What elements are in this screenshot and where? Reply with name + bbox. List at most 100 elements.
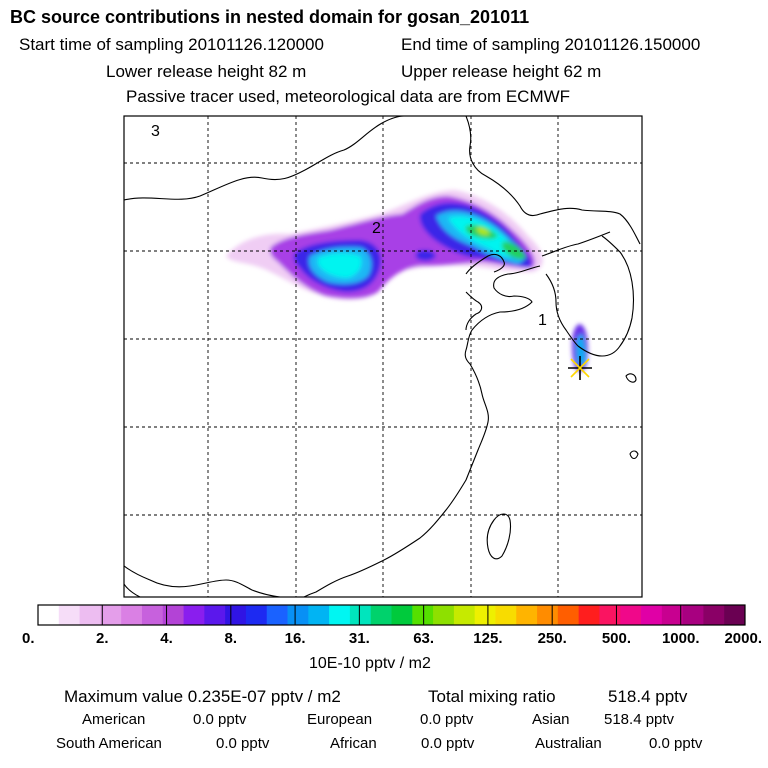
upper-release-height: Upper release height 62 m xyxy=(401,62,602,81)
colorbar-swatch xyxy=(141,605,164,625)
colorbar-swatch xyxy=(557,605,580,625)
region-name-australian: Australian xyxy=(535,735,602,752)
colorbar-swatch xyxy=(183,605,205,625)
colorbar-swatch xyxy=(162,605,184,625)
receptor-marker xyxy=(568,356,592,380)
hainan-edge xyxy=(124,583,141,597)
colorbar-tick-label: 8. xyxy=(225,630,238,647)
colorbar-swatch xyxy=(329,605,351,625)
south-border xyxy=(124,565,281,597)
colorbar-swatch xyxy=(225,605,247,625)
colorbar-tick-label: 31. xyxy=(349,630,370,647)
border-northeast xyxy=(465,116,641,245)
colorbar-swatch xyxy=(453,605,476,625)
total-mixing-label: Total mixing ratio xyxy=(428,687,556,706)
colorbar-swatch xyxy=(370,605,392,625)
east-china-coast xyxy=(303,363,489,597)
gridlines xyxy=(124,116,642,597)
bohai-coast xyxy=(464,265,541,365)
colorbar-tick-label: 125. xyxy=(473,630,502,647)
map-label-3: 3 xyxy=(151,123,160,140)
map-label-1: 1 xyxy=(538,312,547,329)
colorbar-swatch xyxy=(620,605,642,625)
shandong xyxy=(465,291,483,331)
colorbar-swatch xyxy=(287,605,309,625)
colorbar-frame xyxy=(37,604,746,626)
colorbar-swatch xyxy=(703,605,725,625)
total-mixing-value: 518.4 pptv xyxy=(608,687,688,706)
colorbar-swatch xyxy=(58,605,80,625)
map-frame xyxy=(123,115,643,598)
colorbar-swatch xyxy=(391,605,413,625)
colorbar-swatch xyxy=(516,605,538,625)
region-name-african: African xyxy=(330,735,377,752)
colorbar-swatch xyxy=(412,605,434,625)
region-value-american: 0.0 pptv xyxy=(193,711,247,728)
region-name-south-american: South American xyxy=(56,735,162,752)
colorbar-tick-label: 4. xyxy=(160,630,173,647)
japan-kyushu xyxy=(625,373,637,383)
colorbar-swatch xyxy=(474,605,496,625)
colorbar-swatch xyxy=(204,605,226,625)
region-name-asian: Asian xyxy=(532,711,570,728)
colorbar-tick-label: 63. xyxy=(413,630,434,647)
colorbar xyxy=(37,604,746,626)
colorbar-swatch xyxy=(266,605,288,625)
bohai-north xyxy=(465,253,505,275)
colorbar-swatch xyxy=(38,605,60,625)
border-north xyxy=(124,116,405,201)
region-value-asian: 518.4 pptv xyxy=(604,711,675,728)
region-value-australian: 0.0 pptv xyxy=(649,735,703,752)
colorbar-tick-labels: 0. 2. 4. 8. 16. 31. 63. 125. 250. 500. 1000. 2000. xyxy=(22,630,762,647)
colorbar-swatch xyxy=(79,605,101,625)
lower-release-height: Lower release height 82 m xyxy=(106,62,307,81)
colorbar-swatch xyxy=(495,605,517,625)
region-value-african: 0.0 pptv xyxy=(421,735,475,752)
taiwan xyxy=(486,513,512,560)
plume-cyan xyxy=(318,253,362,278)
colorbar-unit-label: 10E-10 pptv / m2 xyxy=(309,655,431,672)
colorbar-tick-label: 1000. xyxy=(662,630,700,647)
plume-green-2 xyxy=(502,241,526,260)
colorbar-swatch xyxy=(724,605,746,625)
region-value-south-american: 0.0 pptv xyxy=(216,735,270,752)
korea-south-coast xyxy=(577,235,635,357)
colorbar-swatch xyxy=(100,605,122,625)
colorbar-tick-label: 2000. xyxy=(724,630,762,647)
plume-blob xyxy=(416,249,436,261)
colorbar-tick-label: 0. xyxy=(22,630,35,647)
colorbar-tick-label: 250. xyxy=(538,630,567,647)
colorbar-swatch xyxy=(599,605,621,625)
colorbar-tick-label: 16. xyxy=(285,630,306,647)
concentration-field xyxy=(226,190,588,372)
map-label-2: 2 xyxy=(372,220,381,237)
region-name-american: American xyxy=(82,711,146,728)
colorbar-swatch xyxy=(121,605,143,625)
region-value-european: 0.0 pptv xyxy=(420,711,474,728)
end-time-label: End time of sampling 20101126.150000 xyxy=(401,35,701,54)
receptor-plume-inner xyxy=(576,334,586,366)
colorbar-swatch xyxy=(682,605,704,625)
korea-west-coast xyxy=(545,273,579,347)
colorbar-swatch xyxy=(349,605,372,625)
colorbar-swatch xyxy=(308,605,330,625)
tracer-info: Passive tracer used, meteorological data… xyxy=(126,87,571,106)
colorbar-swatch xyxy=(433,605,455,625)
colorbar-tick-label: 500. xyxy=(602,630,631,647)
chart-title: BC source contributions in nested domain… xyxy=(10,7,530,27)
japan-island xyxy=(629,450,639,460)
korea-border xyxy=(541,231,611,257)
colorbar-swatch xyxy=(245,605,268,625)
plume-yellow xyxy=(476,227,490,235)
start-time-label: Start time of sampling 20101126.120000 xyxy=(19,35,324,54)
colorbar-swatch xyxy=(578,605,600,625)
colorbar-swatch xyxy=(537,605,559,625)
colorbar-swatch xyxy=(641,605,663,625)
region-name-european: European xyxy=(307,711,373,728)
colorbar-swatch xyxy=(661,605,684,625)
coastlines xyxy=(124,116,641,597)
max-value-label: Maximum value 0.235E-07 pptv / m2 xyxy=(64,687,341,706)
colorbar-tick-label: 2. xyxy=(96,630,109,647)
